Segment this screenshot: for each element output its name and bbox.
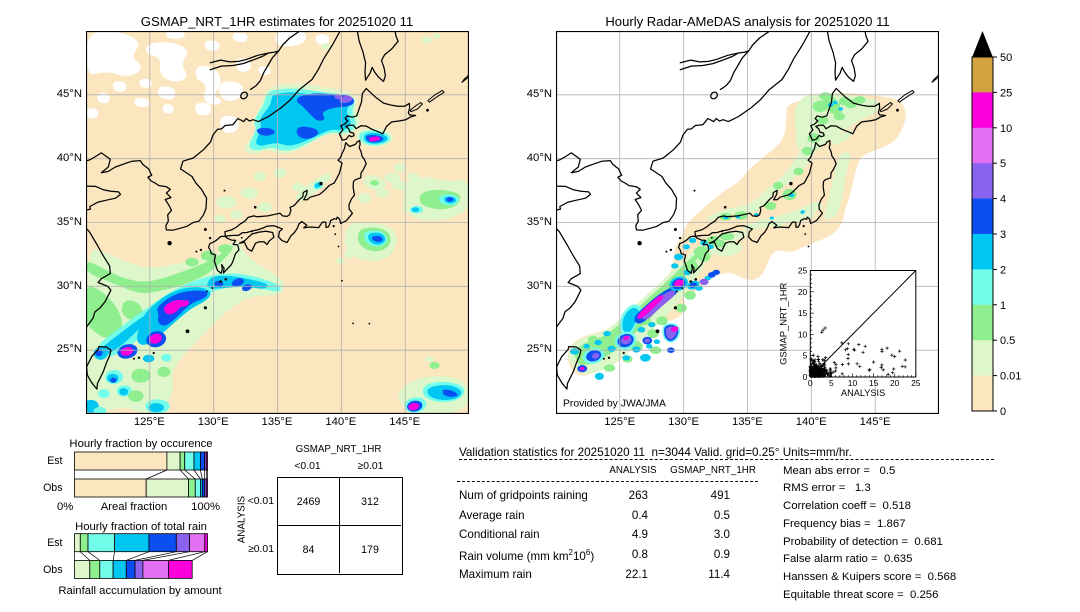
svg-text:5: 5 xyxy=(1000,158,1006,170)
svg-text:20: 20 xyxy=(798,287,808,297)
svg-text:10: 10 xyxy=(848,378,858,388)
svg-text:20: 20 xyxy=(890,378,900,388)
svg-text:5: 5 xyxy=(829,378,834,388)
svg-text:0: 0 xyxy=(802,372,807,382)
svg-text:2: 2 xyxy=(1000,264,1006,276)
svg-text:50: 50 xyxy=(1000,52,1012,64)
svg-text:5: 5 xyxy=(802,351,807,361)
svg-text:4: 4 xyxy=(1000,194,1006,206)
svg-text:1: 1 xyxy=(1000,300,1006,312)
svg-text:ANALYSIS: ANALYSIS xyxy=(841,388,885,398)
svg-text:25: 25 xyxy=(1000,87,1012,99)
svg-text:15: 15 xyxy=(869,378,879,388)
svg-text:10: 10 xyxy=(798,329,808,339)
svg-text:25: 25 xyxy=(798,266,808,276)
svg-text:10: 10 xyxy=(1000,123,1012,135)
svg-text:0: 0 xyxy=(1000,406,1006,418)
svg-text:15: 15 xyxy=(798,308,808,318)
svg-text:3: 3 xyxy=(1000,229,1006,241)
svg-text:25: 25 xyxy=(911,378,921,388)
svg-text:GSMAP_NRT_1HR: GSMAP_NRT_1HR xyxy=(777,283,788,365)
svg-text:0.01: 0.01 xyxy=(1000,371,1021,383)
svg-text:0.5: 0.5 xyxy=(1000,335,1015,347)
svg-text:0: 0 xyxy=(808,378,813,388)
svg-text:Provided by JWA/JMA: Provided by JWA/JMA xyxy=(563,399,666,410)
